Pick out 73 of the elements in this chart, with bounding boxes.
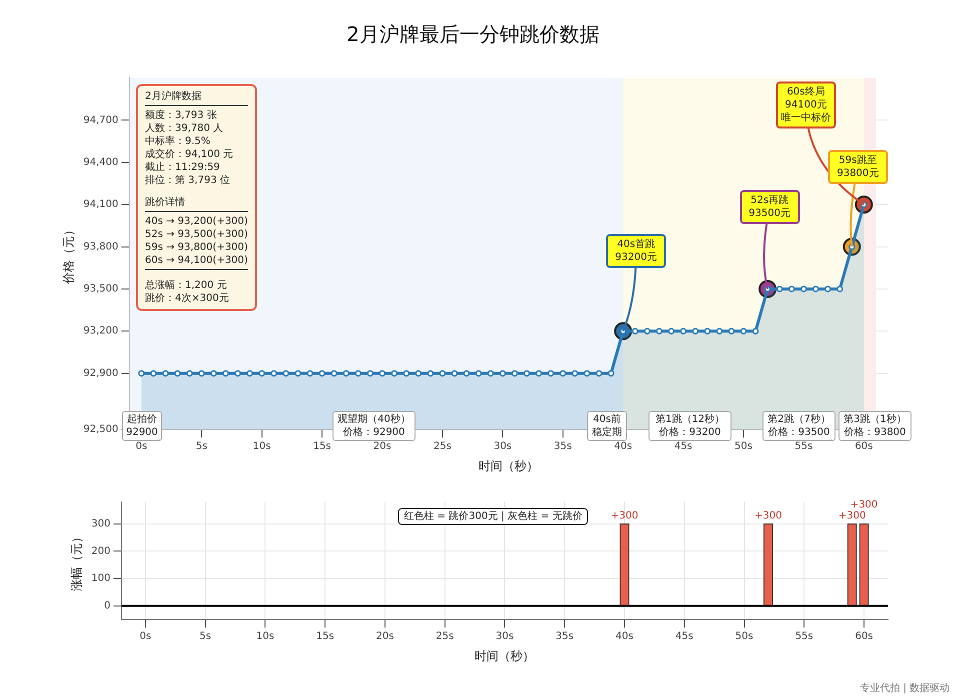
annotation: 截止：11:29:59 <box>145 161 221 174</box>
chart-title: 2月沪牌最后一分钟跳价数据 <box>346 22 600 46</box>
y-tick-label: 93,500 <box>83 284 118 295</box>
annotation: 59s → 93,800(+300) <box>145 241 248 254</box>
y-tick-label: 94,100 <box>83 199 118 210</box>
x-tick-label: 10s <box>252 441 271 452</box>
annotation: 跳价：4次×300元 <box>145 292 230 305</box>
y-tick-label: 0 <box>104 600 110 612</box>
annotation: 跳价详情 <box>145 196 248 212</box>
x-tick-label: 50s <box>734 441 752 452</box>
text: 专业代拍 | 数据驱动 <box>860 682 950 695</box>
data-label: +300 <box>850 499 878 510</box>
x-tick-label: 40s <box>616 631 634 642</box>
data-label: +300 <box>754 510 782 522</box>
annotation: 52s再跳93500元 <box>740 190 800 224</box>
annotation: 总涨幅：1,200 元 <box>145 279 228 292</box>
annotation: 观望期（40秒）价格：92900 <box>332 411 416 441</box>
data-label: +300 <box>610 510 638 522</box>
annotation: 40s首跳93200元 <box>606 234 666 268</box>
x-tick-label: 35s <box>554 441 572 452</box>
y-tick-label: 93,800 <box>83 241 118 252</box>
y-axis-title: 涨幅（元） <box>69 530 84 591</box>
x-tick-label: 20s <box>373 441 392 452</box>
annotation: 成交价：94,100 元 <box>145 148 234 161</box>
x-tick-label: 55s <box>794 441 813 452</box>
annotation: 额度：3,793 张 <box>145 109 218 122</box>
annotation: 52s → 93,500(+300) <box>145 228 248 241</box>
x-tick-label: 0s <box>136 441 148 452</box>
annotation: 2月沪牌数据 <box>145 90 248 106</box>
x-tick-label: 35s <box>556 631 574 642</box>
annotation: 排位：第 3,793 位 <box>145 174 231 187</box>
y-tick-label: 92,500 <box>83 424 118 436</box>
annotation: 人数：39,780 人 <box>145 122 224 135</box>
y-tick-label: 200 <box>91 546 110 557</box>
annotation: 起拍价92900 <box>122 411 162 441</box>
annotation: 59s跳至93800元 <box>828 150 888 184</box>
x-axis-title: 时间（秒） <box>478 458 539 473</box>
x-tick-label: 5s <box>196 441 208 452</box>
x-tick-label: 45s <box>674 441 692 452</box>
x-tick-label: 0s <box>140 631 152 642</box>
x-tick-label: 25s <box>434 441 452 452</box>
x-tick-label: 20s <box>376 631 394 642</box>
annotation: 第3跳（1秒）价格：93800 <box>838 411 912 441</box>
annotation: 60s → 94,100(+300) <box>145 254 248 270</box>
x-tick-label: 5s <box>200 631 212 642</box>
y-tick-label: 92,900 <box>83 368 118 379</box>
x-tick-label: 40s <box>614 441 632 452</box>
y-tick-label: 94,400 <box>83 156 118 168</box>
data-label: +300 <box>838 510 866 522</box>
x-tick-label: 55s <box>795 631 814 642</box>
annotation: 第2跳（7秒）价格：93500 <box>762 411 836 441</box>
x-tick-label: 45s <box>675 631 694 642</box>
y-tick-label: 93,200 <box>83 326 118 337</box>
y-tick-label: 94,700 <box>83 114 118 126</box>
x-tick-label: 15s <box>313 441 332 452</box>
annotation: 60s终局94100元唯一中标价 <box>776 81 836 128</box>
x-tick-label: 15s <box>316 631 334 642</box>
annotation: 中标率：9.5% <box>145 135 212 148</box>
y-axis-title: 价格（元） <box>61 224 76 285</box>
x-tick-label: 10s <box>256 631 274 642</box>
x-tick-label: 60s <box>854 441 873 452</box>
annotation: 40s → 93,200(+300) <box>145 215 248 228</box>
x-axis-title: 时间（秒） <box>474 648 535 663</box>
x-tick-label: 30s <box>496 631 514 642</box>
x-tick-label: 60s <box>855 631 874 642</box>
x-tick-label: 25s <box>436 631 454 642</box>
annotation: 红色柱 = 跳价300元 | 灰色柱 = 无跳价 <box>398 508 588 525</box>
x-tick-label: 30s <box>494 441 512 452</box>
y-tick-label: 300 <box>91 518 110 530</box>
x-tick-label: 50s <box>735 631 754 642</box>
annotation: 第1跳（12秒）价格：93200 <box>648 411 732 441</box>
annotation: 40s前稳定期 <box>587 411 627 441</box>
y-tick-label: 100 <box>91 573 110 584</box>
